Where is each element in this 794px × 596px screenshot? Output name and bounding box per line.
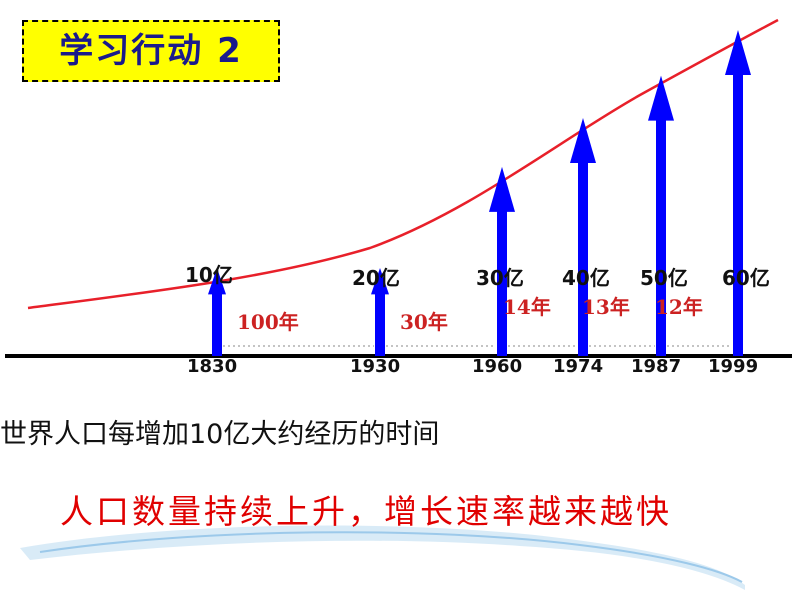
population-label: 40亿 [562,266,610,290]
interval-label: 13年 [582,295,630,319]
title-box: 学习行动 2 [22,20,280,82]
decorative-wave [20,525,745,590]
arrow-1960 [489,166,515,356]
arrow-1999 [725,30,751,356]
interval-label: 100年 [237,310,299,334]
slide-title: 学习行动 2 [59,31,243,71]
arrow-head [371,267,389,295]
population-label: 60亿 [722,266,770,290]
year-label: 1960 [472,356,523,377]
arrow-head [208,267,226,295]
interval-label: 14年 [503,295,551,319]
arrow-shaft [497,209,507,356]
caption-text: 世界人口每增加10亿大约经历的时间 [0,419,440,450]
arrow-head [489,166,515,212]
arrow-shaft [578,161,588,356]
arrow-1987 [648,75,674,356]
conclusion-text: 人口数量持续上升，增长速率越来越快 [60,492,672,531]
arrow-1974 [570,118,596,356]
year-label: 1830 [187,356,238,377]
interval-label: 30年 [400,310,448,334]
population-label: 30亿 [476,266,524,290]
arrow-shaft [212,292,222,356]
year-label: 1974 [553,356,604,377]
year-label: 1999 [708,356,759,377]
population-label: 50亿 [640,266,688,290]
arrow-1830 [208,267,226,356]
arrow-head [648,75,674,121]
population-curve [27,18,779,310]
interval-label: 12年 [655,295,703,319]
arrow-shaft [375,292,385,356]
arrow-head [725,30,751,75]
year-label: 1930 [350,356,401,377]
decorative-wave-line [39,531,743,583]
arrow-1930 [371,267,389,356]
population-label: 20亿 [352,266,400,290]
arrow-shaft [656,118,666,356]
arrow-shaft [733,73,743,356]
year-label: 1987 [631,356,682,377]
population-label: 10亿 [185,263,233,287]
arrow-head [570,118,596,164]
